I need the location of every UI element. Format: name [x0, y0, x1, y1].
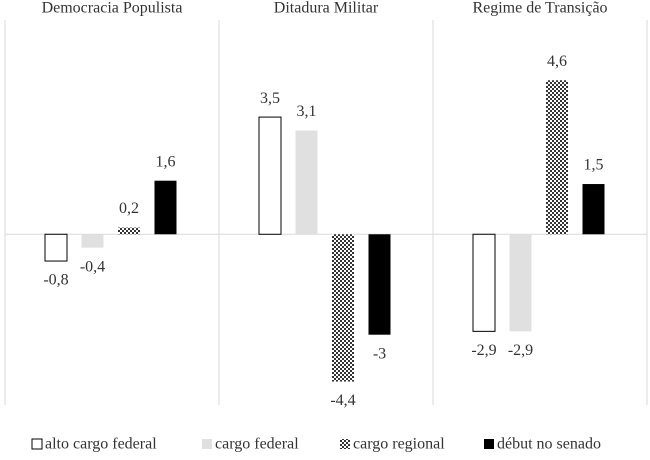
- legend-label: cargo federal: [215, 436, 299, 453]
- legend-swatch: [340, 439, 350, 449]
- bar: [258, 116, 282, 235]
- panel-title: Regime de Transição: [472, 0, 607, 17]
- data-label: -0,4: [80, 258, 105, 275]
- data-label: -2,9: [508, 342, 533, 359]
- data-label: -4,4: [330, 392, 355, 409]
- legend-label: début no senado: [497, 436, 601, 453]
- panel-title: Democracia Populista: [42, 0, 183, 17]
- bar: [44, 233, 68, 262]
- bar: [546, 80, 568, 235]
- data-label: 0,2: [119, 200, 139, 217]
- bar: [118, 227, 140, 235]
- legend-label: alto cargo federal: [45, 436, 157, 453]
- bar: [81, 234, 104, 248]
- data-label: 3,1: [297, 103, 317, 120]
- data-label: 1,6: [156, 153, 176, 170]
- panel-title: Ditadura Militar: [274, 0, 379, 17]
- legend-swatch: [31, 438, 43, 450]
- data-label: -3: [373, 345, 386, 362]
- data-label: 1,5: [584, 157, 604, 174]
- bar: [582, 184, 605, 235]
- bar: [154, 180, 177, 235]
- bar: [509, 234, 532, 332]
- legend-swatch: [484, 439, 494, 449]
- bar: [472, 233, 496, 332]
- bar: [332, 234, 354, 382]
- data-label: 4,6: [547, 53, 567, 70]
- bar: [368, 234, 391, 335]
- legend-label: cargo regional: [353, 436, 445, 453]
- data-label: -2,9: [471, 342, 496, 359]
- bar: [295, 130, 318, 235]
- data-label: 3,5: [260, 90, 280, 107]
- legend-swatch: [202, 439, 212, 449]
- data-label: -0,8: [43, 272, 68, 289]
